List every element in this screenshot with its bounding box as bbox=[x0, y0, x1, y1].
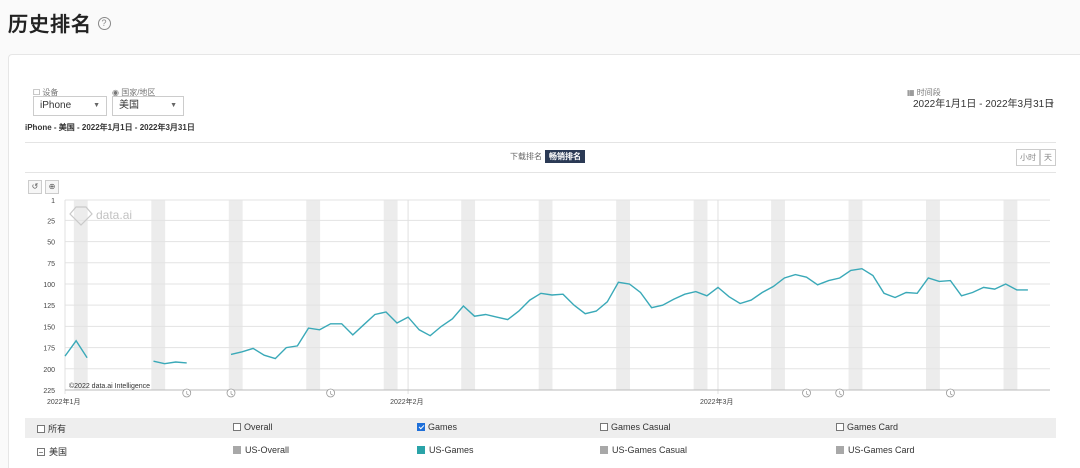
rank-toggle: 下载排名 畅销排名 bbox=[510, 150, 585, 163]
device-label: ☐ 设备 bbox=[33, 88, 59, 97]
weekend-band bbox=[151, 200, 166, 390]
weekend-band bbox=[616, 200, 630, 390]
y-tick-label: 25 bbox=[47, 218, 55, 225]
event-marker-icon bbox=[182, 388, 192, 398]
weekend-band bbox=[693, 200, 708, 390]
y-tick-label: 50 bbox=[47, 240, 55, 247]
collapse-icon[interactable]: − bbox=[37, 447, 45, 457]
chevron-down-icon: ▼ bbox=[93, 102, 100, 109]
download-rank-tab[interactable]: 下载排名 bbox=[510, 152, 542, 161]
divider bbox=[25, 142, 1056, 143]
event-marker-icon bbox=[226, 388, 236, 398]
reset-zoom-icon[interactable]: ↺ bbox=[28, 180, 42, 194]
x-tick-label: 2022年2月 bbox=[390, 397, 423, 406]
x-tick-label: 2022年1月 bbox=[47, 397, 80, 406]
y-tick-label: 1 bbox=[51, 198, 55, 205]
y-tick-label: 150 bbox=[43, 324, 55, 331]
x-tick-label: 2022年3月 bbox=[700, 397, 733, 406]
legend-us-overall[interactable]: US-Overall bbox=[233, 445, 289, 455]
weekend-band bbox=[73, 200, 88, 390]
divider bbox=[25, 172, 1056, 173]
device-select[interactable]: iPhone ▼ bbox=[33, 96, 107, 116]
granularity-toggle: 小时天 bbox=[1016, 149, 1056, 166]
weekend-band bbox=[848, 200, 863, 390]
event-marker-icon bbox=[326, 388, 336, 398]
country-select[interactable]: 美国 ▼ bbox=[112, 96, 184, 116]
legend-row-us: − 美国 US-Overall US-Games US-Games Casual … bbox=[25, 441, 1056, 459]
series-swatch bbox=[600, 446, 608, 454]
series-line-us-games bbox=[64, 267, 1028, 365]
checkbox-icon[interactable] bbox=[836, 423, 844, 431]
grossing-rank-tab[interactable]: 畅销排名 bbox=[545, 150, 585, 163]
legend-us-games-card[interactable]: US-Games Card bbox=[836, 445, 915, 455]
hour-button[interactable]: 小时 bbox=[1016, 149, 1040, 166]
country-label: ◉ 国家/地区 bbox=[112, 88, 156, 97]
y-tick-label: 125 bbox=[43, 303, 55, 310]
copyright-text: ©2022 data.ai Intelligence bbox=[69, 382, 150, 390]
event-marker-icon bbox=[835, 388, 845, 398]
weekend-band bbox=[306, 200, 321, 390]
y-tick-label: 75 bbox=[47, 261, 55, 268]
event-marker-icon bbox=[802, 388, 811, 398]
legend-us-games-casual[interactable]: US-Games Casual bbox=[600, 445, 687, 455]
checkbox-checked-icon[interactable] bbox=[417, 423, 425, 431]
y-tick-label: 100 bbox=[43, 282, 55, 289]
zoom-icon[interactable]: ⊕ bbox=[45, 180, 59, 194]
y-tick-label: 175 bbox=[43, 346, 55, 353]
weekend-band bbox=[926, 200, 940, 390]
legend-games-casual[interactable]: Games Casual bbox=[600, 422, 671, 432]
weekend-band bbox=[383, 200, 398, 390]
legend-row-label[interactable]: − 美国 bbox=[37, 447, 68, 457]
page-title-text: 历史排名 bbox=[8, 14, 92, 36]
question-circle-icon[interactable]: ? bbox=[98, 17, 111, 31]
legend-overall[interactable]: Overall bbox=[233, 422, 273, 432]
weekend-band bbox=[538, 200, 553, 390]
weekend-band bbox=[1003, 200, 1018, 390]
series-swatch bbox=[233, 446, 241, 454]
legend-games[interactable]: Games bbox=[417, 422, 457, 432]
subtitle: iPhone - 美国 - 2022年1月1日 - 2022年3月31日 bbox=[25, 123, 195, 132]
checkbox-icon[interactable] bbox=[233, 423, 241, 431]
weekend-band bbox=[771, 200, 785, 390]
page-title: 历史排名? bbox=[8, 8, 111, 37]
series-swatch bbox=[836, 446, 844, 454]
y-tick-label: 225 bbox=[43, 388, 55, 395]
weekend-band bbox=[461, 200, 476, 390]
y-tick-label: 200 bbox=[43, 367, 55, 374]
legend-all[interactable]: 所有 bbox=[37, 422, 66, 435]
diamond-logo-icon bbox=[69, 206, 93, 226]
period-label: ▦ 时间段 bbox=[907, 88, 941, 97]
watermark-text: data.ai bbox=[96, 208, 132, 222]
day-button[interactable]: 天 bbox=[1040, 149, 1056, 166]
chevron-down-icon: ▼ bbox=[170, 102, 177, 109]
series-swatch bbox=[417, 446, 425, 454]
checkbox-icon[interactable] bbox=[600, 423, 608, 431]
chevron-down-icon: ▼ bbox=[1048, 101, 1055, 108]
legend-games-card[interactable]: Games Card bbox=[836, 422, 898, 432]
checkbox-icon[interactable] bbox=[37, 424, 45, 433]
data-ai-watermark: data.ai bbox=[69, 206, 132, 226]
legend-header-row: 所有 Overall Games Games Casual Games Card bbox=[25, 418, 1056, 438]
event-marker-icon bbox=[945, 388, 955, 398]
chart-tools: ↺ ⊕ bbox=[28, 180, 59, 194]
period-select[interactable]: 2022年1月1日 - 2022年3月31日 ▼ bbox=[907, 96, 1057, 116]
legend-us-games[interactable]: US-Games bbox=[417, 445, 474, 455]
weekend-band bbox=[228, 200, 243, 390]
